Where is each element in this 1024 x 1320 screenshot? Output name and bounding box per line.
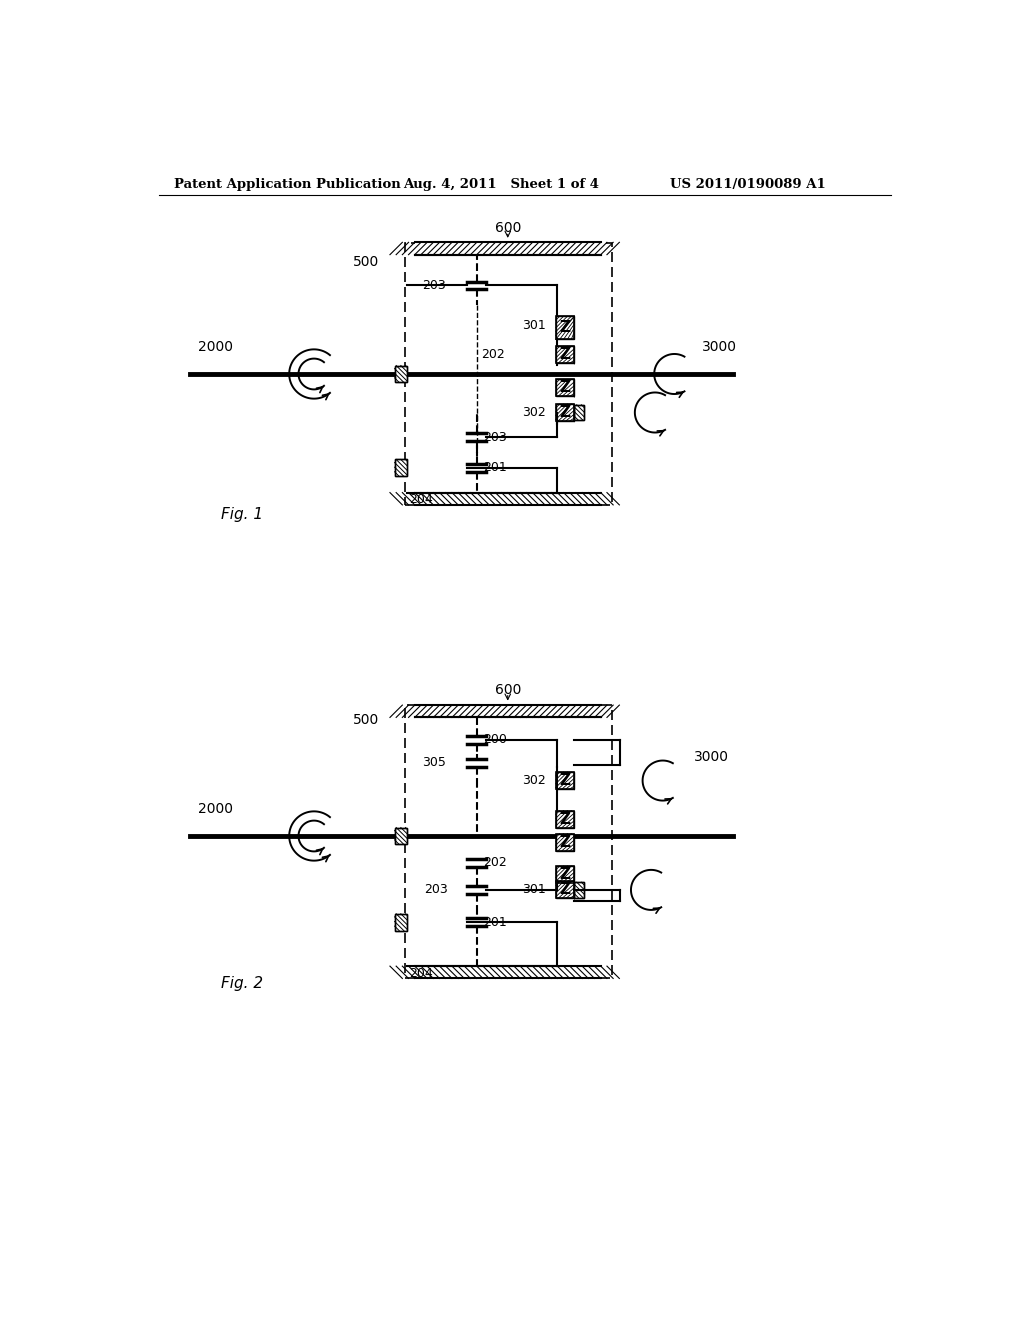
Text: Z: Z <box>559 882 570 898</box>
Bar <box>415 243 601 255</box>
Bar <box>394 459 407 477</box>
Text: Z: Z <box>559 405 570 420</box>
Text: 204: 204 <box>410 492 433 506</box>
Text: 600: 600 <box>495 220 521 235</box>
Text: 203: 203 <box>423 279 446 292</box>
Text: 200: 200 <box>483 733 507 746</box>
Bar <box>556 346 574 363</box>
Text: 204: 204 <box>410 966 433 979</box>
Text: 500: 500 <box>352 714 379 727</box>
Bar <box>573 882 585 898</box>
Text: 301: 301 <box>521 319 546 333</box>
Bar <box>556 317 574 339</box>
Text: 305: 305 <box>423 756 446 770</box>
Text: 2000: 2000 <box>198 803 232 816</box>
Bar <box>573 405 585 420</box>
Bar <box>556 317 574 339</box>
Bar <box>556 379 574 396</box>
Text: Patent Application Publication: Patent Application Publication <box>174 178 401 190</box>
Bar <box>573 405 585 420</box>
Bar <box>556 379 574 396</box>
Text: Z: Z <box>559 321 570 335</box>
Bar <box>394 459 407 477</box>
Bar <box>556 866 574 883</box>
Text: 301: 301 <box>521 883 546 896</box>
Bar <box>556 772 574 789</box>
Text: 3000: 3000 <box>693 751 729 764</box>
Bar <box>556 882 574 899</box>
Bar <box>394 913 407 931</box>
Text: Z: Z <box>559 867 570 882</box>
Bar <box>394 828 407 845</box>
Text: Z: Z <box>559 380 570 396</box>
Text: 302: 302 <box>521 407 546 418</box>
Bar <box>556 810 574 828</box>
Text: 302: 302 <box>521 774 546 787</box>
Text: 202: 202 <box>483 857 507 870</box>
Bar <box>556 866 574 883</box>
Text: 203: 203 <box>424 883 447 896</box>
Text: 201: 201 <box>483 462 507 474</box>
Text: Fig. 2: Fig. 2 <box>221 977 263 991</box>
Text: US 2011/0190089 A1: US 2011/0190089 A1 <box>671 178 826 190</box>
Bar <box>394 913 407 931</box>
Text: Z: Z <box>559 834 570 850</box>
Text: 600: 600 <box>495 682 521 697</box>
Text: 500: 500 <box>352 255 379 269</box>
Bar <box>556 404 574 421</box>
Bar <box>556 834 574 850</box>
Text: 2000: 2000 <box>198 341 232 354</box>
Bar <box>556 404 574 421</box>
Bar <box>556 346 574 363</box>
Bar <box>394 366 407 383</box>
Text: Z: Z <box>559 347 570 362</box>
Bar <box>394 366 407 383</box>
Bar <box>556 772 574 789</box>
Text: 203: 203 <box>483 430 507 444</box>
Bar <box>573 882 585 898</box>
Text: 202: 202 <box>480 348 505 362</box>
Bar <box>406 243 612 506</box>
Bar <box>394 828 407 845</box>
Bar <box>415 492 601 506</box>
Bar <box>556 810 574 828</box>
Text: 3000: 3000 <box>701 341 736 354</box>
Text: Aug. 4, 2011   Sheet 1 of 4: Aug. 4, 2011 Sheet 1 of 4 <box>403 178 599 190</box>
Text: 201: 201 <box>483 916 507 929</box>
Text: Z: Z <box>559 774 570 788</box>
Bar <box>415 966 601 978</box>
Bar <box>415 705 601 718</box>
Text: Fig. 1: Fig. 1 <box>221 507 263 521</box>
Bar <box>556 834 574 850</box>
Bar <box>556 882 574 899</box>
Text: Z: Z <box>559 812 570 826</box>
Bar <box>406 705 612 978</box>
